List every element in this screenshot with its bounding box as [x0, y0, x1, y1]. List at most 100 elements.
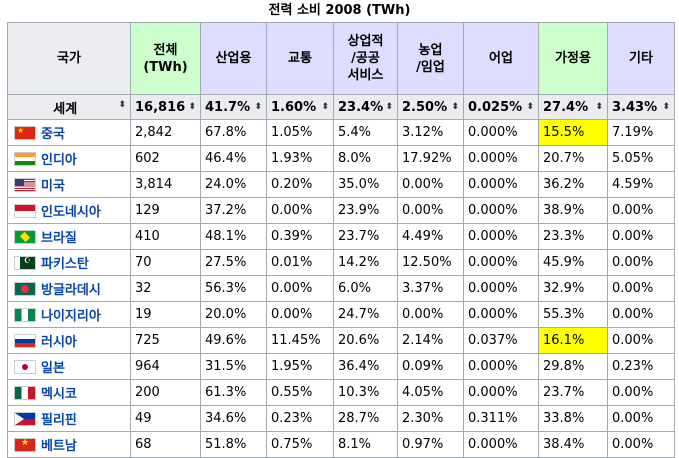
- sort-icon[interactable]: ⬍: [254, 101, 262, 112]
- value-cell: 70: [130, 249, 201, 276]
- value-cell: 38.4%: [538, 431, 608, 458]
- value-cell: 32: [130, 275, 201, 302]
- value-cell: 0.09%: [397, 353, 464, 380]
- value-cell: 200: [130, 379, 201, 406]
- value-cell: 34.6%: [200, 405, 267, 432]
- header-agriculture[interactable]: 농업 /임업: [397, 22, 464, 95]
- value-cell: 964: [130, 353, 201, 380]
- country-link[interactable]: 나이지리아: [41, 309, 101, 324]
- sort-icon[interactable]: ⬍: [118, 99, 126, 110]
- country-link[interactable]: 필리핀: [41, 413, 77, 428]
- value-cell: 12.50%: [397, 249, 464, 276]
- value-cell: 33.8%: [538, 405, 608, 432]
- value-cell: 1.95%: [266, 353, 334, 380]
- header-commercial[interactable]: 상업적 /공공 서비스: [333, 22, 398, 95]
- value-cell: 36.4%: [333, 353, 398, 380]
- country-cell: 필리핀: [7, 405, 131, 432]
- country-link[interactable]: 파키스탄: [41, 257, 89, 272]
- country-link[interactable]: 브라질: [41, 231, 77, 246]
- value-cell: 48.1%: [200, 223, 267, 250]
- value-cell: 23.3%: [538, 223, 608, 250]
- world-industry: 41.7% ⬍: [200, 94, 267, 120]
- value-cell: 61.3%: [200, 379, 267, 406]
- world-value: 23.4%: [338, 99, 384, 115]
- value-cell: 1.93%: [266, 145, 334, 172]
- sort-icon[interactable]: ⬍: [526, 101, 534, 112]
- header-industry-label: 산업용: [215, 51, 252, 66]
- table-row: 일본 964 31.5% 1.95% 36.4% 0.09% 0.000% 29.8% 0.23…: [7, 353, 675, 380]
- header-other[interactable]: 기타: [607, 22, 675, 95]
- value-cell: 49: [130, 405, 201, 432]
- country-cell: 미국: [7, 171, 131, 198]
- world-value: 2.50%: [402, 99, 448, 115]
- world-name: 세계: [53, 101, 78, 117]
- country-link[interactable]: 중국: [41, 127, 65, 142]
- country-link[interactable]: 러시아: [41, 335, 77, 350]
- country-link[interactable]: 인도네시아: [41, 205, 101, 220]
- value-cell: 0.20%: [266, 171, 334, 198]
- value-cell: 2,842: [130, 119, 201, 146]
- value-cell: 0.000%: [463, 223, 539, 250]
- flag-icon: [14, 386, 36, 400]
- flag-icon: [14, 152, 36, 166]
- header-transport[interactable]: 교통: [266, 22, 334, 95]
- country-cell: 중국: [7, 119, 131, 146]
- header-row: 국가 전체 (TWh) 산업용 교통 상업적 /공공 서비스 농업 /임업 어업…: [7, 22, 675, 95]
- header-residential[interactable]: 가정용: [538, 22, 608, 95]
- header-total[interactable]: 전체 (TWh): [130, 22, 201, 95]
- country-cell: 브라질: [7, 223, 131, 250]
- country-link[interactable]: 베트남: [41, 439, 77, 454]
- world-value: 27.4%: [543, 99, 589, 115]
- world-value: 16,816: [135, 99, 186, 115]
- value-cell: 3.37%: [397, 275, 464, 302]
- country-link[interactable]: 멕시코: [41, 387, 77, 402]
- electricity-consumption-table: 국가 전체 (TWh) 산업용 교통 상업적 /공공 서비스 농업 /임업 어업…: [7, 22, 675, 458]
- value-cell: 0.000%: [463, 171, 539, 198]
- value-cell: 35.0%: [333, 171, 398, 198]
- sort-icon[interactable]: ⬍: [451, 101, 459, 112]
- value-cell: 3,814: [130, 171, 201, 198]
- world-total: 16,816 ⬍: [130, 94, 201, 120]
- value-cell: 3.12%: [397, 119, 464, 146]
- value-cell: 51.8%: [200, 431, 267, 458]
- value-cell: 7.19%: [607, 119, 675, 146]
- value-cell: 20.0%: [200, 301, 267, 328]
- value-cell: 0.00%: [266, 275, 334, 302]
- value-cell: 0.00%: [607, 275, 675, 302]
- country-link[interactable]: 미국: [41, 179, 65, 194]
- value-cell: 4.49%: [397, 223, 464, 250]
- flag-icon: [14, 204, 36, 218]
- sort-icon[interactable]: ⬍: [662, 101, 670, 112]
- header-industry[interactable]: 산업용: [200, 22, 267, 95]
- country-link[interactable]: 일본: [41, 361, 65, 376]
- sort-icon[interactable]: ⬍: [188, 101, 196, 112]
- world-agriculture: 2.50% ⬍: [397, 94, 464, 120]
- sort-icon[interactable]: ⬍: [385, 101, 393, 112]
- value-cell: 20.7%: [538, 145, 608, 172]
- value-cell: 23.9%: [333, 197, 398, 224]
- value-cell: 0.23%: [266, 405, 334, 432]
- value-cell: 46.4%: [200, 145, 267, 172]
- flag-icon: [14, 360, 36, 374]
- header-fishing[interactable]: 어업: [463, 22, 539, 95]
- value-cell: 24.0%: [200, 171, 267, 198]
- sort-icon[interactable]: ⬍: [595, 101, 603, 112]
- header-other-label: 기타: [629, 51, 653, 66]
- country-link[interactable]: 방글라데시: [41, 283, 101, 298]
- table-row: 멕시코 200 61.3% 0.55% 10.3% 4.05% 0.000% 23.7% 0.0…: [7, 379, 675, 406]
- header-country-label: 국가: [57, 51, 81, 66]
- value-cell: 0.000%: [463, 431, 539, 458]
- value-cell: 1.05%: [266, 119, 334, 146]
- value-cell: 0.000%: [463, 353, 539, 380]
- table-caption: 전력 소비 2008 (TWh): [268, 3, 411, 18]
- flag-icon: [14, 256, 36, 270]
- sort-icon[interactable]: ⬍: [321, 101, 329, 112]
- header-country[interactable]: 국가: [7, 22, 131, 95]
- country-link[interactable]: 인디아: [41, 153, 77, 168]
- country-cell: 인디아: [7, 145, 131, 172]
- flag-icon: [14, 126, 36, 140]
- value-cell: 0.55%: [266, 379, 334, 406]
- country-cell: 멕시코: [7, 379, 131, 406]
- value-cell: 23.7%: [538, 379, 608, 406]
